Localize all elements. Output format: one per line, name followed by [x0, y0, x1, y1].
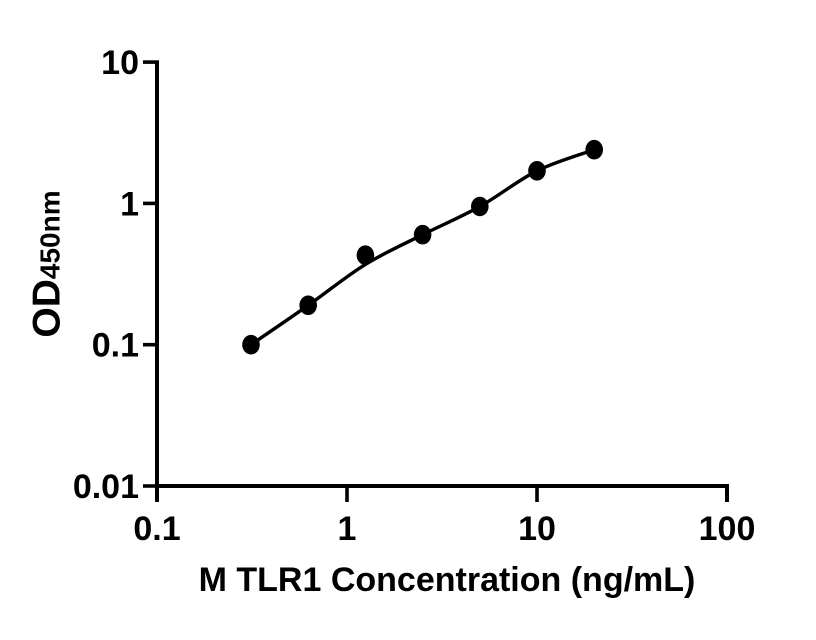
x-tick-label: 100: [699, 510, 756, 548]
data-point: [585, 139, 603, 160]
y-axis-title-sub: 450nm: [34, 190, 66, 280]
y-tick-label: 10: [101, 44, 139, 82]
data-point: [242, 334, 260, 355]
x-tick-label: 10: [518, 510, 556, 548]
data-point: [528, 161, 546, 181]
y-tick-label: 1: [120, 185, 139, 223]
x-axis-title: M TLR1 Concentration (ng/mL): [198, 561, 696, 599]
x-axis-line: [155, 484, 729, 502]
y-axis-title-main: OD: [25, 279, 69, 338]
x-tick-label: 0.1: [133, 510, 180, 548]
y-axis-title: OD450nm: [25, 190, 69, 338]
data-point: [413, 224, 432, 245]
y-tick-label: 0.1: [92, 327, 139, 365]
data-point: [471, 196, 489, 217]
x-tick-label: 1: [338, 510, 357, 548]
y-tick-label: 0.01: [73, 468, 139, 506]
data-point: [356, 245, 375, 265]
fit-curve: [250, 148, 595, 347]
data-point: [299, 295, 318, 316]
